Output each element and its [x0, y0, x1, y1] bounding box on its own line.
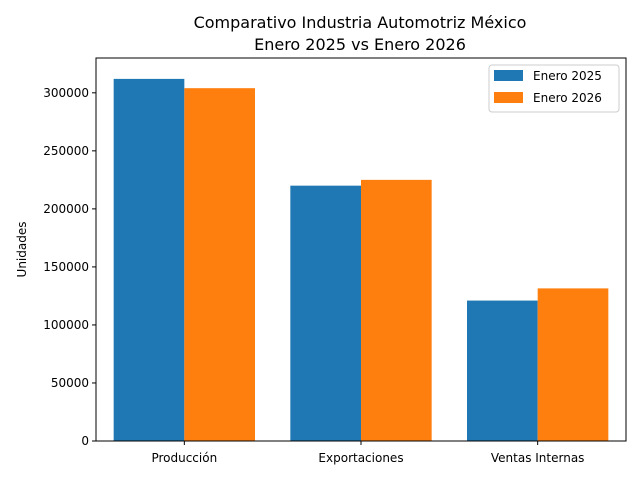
- bar-enero-2026-0: [184, 88, 255, 442]
- chart-title: Comparativo Industria Automotriz México: [194, 13, 527, 32]
- bars-group: [113, 78, 609, 442]
- y-axis: 0 50000 100000 150000 200000 250000 300000: [43, 86, 96, 448]
- legend-swatch: [494, 70, 523, 81]
- y-tick-label: 0: [81, 434, 89, 448]
- x-axis: Producción Exportaciones Ventas Internas: [151, 441, 584, 465]
- bar-enero-2026-1: [361, 179, 432, 441]
- bar-enero-2025-1: [290, 185, 361, 441]
- y-tick-label: 300000: [43, 86, 89, 100]
- chart-subtitle: Enero 2025 vs Enero 2026: [254, 35, 466, 54]
- y-tick-label: 150000: [43, 260, 89, 274]
- y-tick-label: 200000: [43, 202, 89, 216]
- y-axis-label: Unidades: [15, 222, 29, 278]
- x-tick-label: Producción: [151, 451, 217, 465]
- y-tick-label: 50000: [51, 376, 89, 390]
- legend-label: Enero 2025: [533, 69, 602, 83]
- bar-enero-2025-0: [113, 78, 185, 442]
- y-tick-label: 100000: [43, 318, 89, 332]
- legend-label: Enero 2026: [533, 91, 602, 105]
- x-tick-label: Exportaciones: [318, 451, 403, 465]
- y-tick-label: 250000: [43, 144, 89, 158]
- bar-enero-2025-2: [467, 300, 538, 441]
- legend-swatch: [494, 92, 523, 103]
- x-tick-label: Ventas Internas: [491, 451, 585, 465]
- legend: Enero 2025 Enero 2026: [488, 64, 620, 113]
- bar-enero-2026-2: [537, 288, 609, 441]
